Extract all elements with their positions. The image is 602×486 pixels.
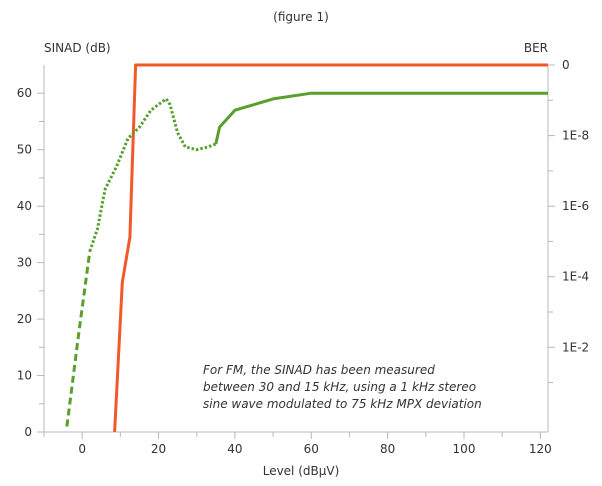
annotation-line: sine wave modulated to 75 kHz MPX deviat… [203,397,482,411]
annotation-line: between 30 and 15 kHz, using a 1 kHz ste… [203,380,476,394]
y-tick-label-right: 0 [562,58,570,72]
y-tick-label-right: 1E-8 [562,129,589,143]
x-axis-title: Level (dBµV) [263,464,340,478]
x-tick-label: 20 [151,442,166,456]
ticks: 0 20 40 60 80 100 120 0 10 20 30 40 50 60 0 1E-8 1E-6 1E-… [17,58,589,456]
x-tick-label: 80 [380,442,395,456]
x-tick-label: 60 [304,442,319,456]
y-tick-label-left: 20 [17,312,32,326]
annotation-line: For FM, the SINAD has been measured [203,363,435,377]
y-axis-title-right: BER [524,41,548,55]
sinad-line-solid [214,91,548,145]
sinad-line-dotted [88,97,217,252]
y-tick-label-left: 30 [17,256,32,270]
x-tick-label: 100 [453,442,476,456]
y-tick-label-right: 1E-6 [562,199,589,213]
y-tick-label-left: 0 [24,425,32,439]
y-tick-label-right: 1E-2 [562,340,589,354]
x-tick-label: 120 [529,442,552,456]
annotation: For FM, the SINAD has been measured betwe… [203,363,482,411]
figure-caption: (figure 1) [273,10,329,24]
y-tick-label-right: 1E-4 [562,270,589,284]
x-tick-label: 40 [227,442,242,456]
y-tick-label-left: 40 [17,199,32,213]
y-tick-label-left: 10 [17,369,32,383]
ber-line [113,63,548,433]
x-tick-label: 0 [78,442,86,456]
y-axis-title-left: SINAD (dB) [44,41,111,55]
sinad-line-dashed [65,251,92,427]
series-layer [65,63,548,433]
y-tick-label-left: 50 [17,143,32,157]
y-tick-label-left: 60 [17,86,32,100]
